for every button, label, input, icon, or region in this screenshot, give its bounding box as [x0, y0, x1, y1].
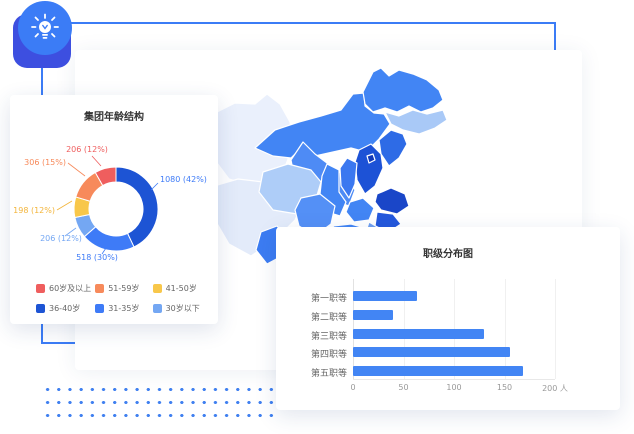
connector-line-top [70, 22, 556, 24]
province-henan[interactable] [345, 197, 375, 223]
province-shanxi[interactable] [339, 157, 358, 199]
legend-label: 30岁以下 [165, 304, 200, 313]
legend-swatch [95, 304, 105, 313]
x-tick-label: 200 人 [542, 384, 568, 393]
province-jilin[interactable] [384, 109, 448, 135]
connector-line-top-drop [554, 22, 556, 51]
bar-category-label: 第二职等 [310, 312, 347, 323]
china-map [211, 67, 448, 265]
donut-label-leader [150, 182, 159, 191]
x-tick-label: 150 [496, 383, 513, 392]
donut-slice-label: 518 (30%) [76, 253, 118, 262]
age-donut-chart: 1080 (42%) 518 (30%) 206 (12%) 198 (12%) 306… [13, 145, 207, 262]
donut-slice-label: 306 (15%) [24, 158, 66, 167]
legend-swatch [95, 284, 105, 293]
legend-label: 41-50岁 [165, 284, 197, 293]
bar-category-label: 第三职等 [310, 331, 347, 342]
rank-distribution-card: 职级分布图 0 50 100 150 200 人 第一职等第二职等第三职等第四职等第五职等 [276, 227, 620, 410]
legend-item[interactable]: 30岁以下 [152, 303, 206, 314]
x-tick-label: 100 [446, 383, 462, 392]
legend-item[interactable]: 36-40岁 [36, 303, 91, 314]
bar-category-label: 第四职等 [310, 350, 347, 361]
donut-slice-label: 198 (12%) [13, 206, 55, 215]
age-chart-legend: 60岁及以上 51-59岁 41-50岁 36-40岁 31-35岁 30岁以下 [36, 283, 206, 314]
age-chart-title: 集团年龄结构 [84, 112, 144, 123]
donut-label-leader [91, 155, 102, 167]
age-structure-card: 集团年龄结构 1080 (42%) 518 (30%) 206 (12%) 198 (… [10, 95, 218, 324]
donut-slice-5[interactable] [94, 166, 117, 187]
legend-label: 31-35岁 [108, 304, 140, 313]
connector-line-left-elbow [41, 342, 81, 344]
bar-category-label: 第五职等 [310, 369, 347, 379]
bar-4[interactable] [353, 347, 510, 358]
province-heilongjiang[interactable] [362, 67, 444, 113]
legend-item[interactable]: 41-50岁 [152, 283, 206, 294]
x-tick-label: 50 [398, 383, 409, 392]
donut-slice-label: 206 (12%) [66, 145, 108, 154]
dot-grid-decoration [42, 383, 278, 422]
donut-label-leader [56, 200, 73, 211]
province-hebei[interactable] [354, 143, 384, 195]
bar-1[interactable] [353, 291, 417, 301]
rank-bar-chart: 0 50 100 150 200 人 第一职等第二职等第三职等第四职等第五职等 [311, 279, 568, 393]
province-beijing[interactable] [366, 153, 376, 164]
x-tick-label: 0 [350, 383, 356, 392]
legend-item[interactable]: 51-59岁 [95, 283, 148, 294]
legend-swatch [152, 304, 162, 313]
province-liaoning[interactable] [378, 129, 408, 167]
legend-label: 36-40岁 [49, 304, 81, 313]
rank-chart-title: 职级分布图 [423, 249, 473, 260]
gridline [504, 279, 506, 379]
bar-category-label: 第一职等 [310, 294, 347, 304]
donut-slice-label: 206 (12%) [40, 234, 82, 243]
legend-label: 60岁及以上 [49, 284, 92, 293]
lightbulb-icon [31, 13, 59, 39]
legend-item[interactable]: 60岁及以上 [36, 283, 91, 294]
legend-swatch [36, 304, 45, 313]
badge-circle [18, 1, 72, 55]
bar-3[interactable] [353, 328, 485, 339]
donut-label-leader [64, 227, 77, 237]
legend-item[interactable]: 31-35岁 [95, 303, 148, 314]
bar-2[interactable] [353, 309, 394, 320]
bar-5[interactable] [353, 366, 523, 376]
legend-swatch [36, 284, 45, 293]
donut-label-leader [67, 162, 86, 177]
donut-slice-label: 1080 (42%) [160, 175, 207, 184]
legend-label: 51-59岁 [108, 284, 140, 293]
legend-swatch [152, 284, 162, 293]
lightbulb-badge [0, 0, 80, 80]
donut-label-leader [101, 244, 109, 255]
gridline [555, 279, 556, 379]
province-shandong[interactable] [374, 187, 410, 215]
